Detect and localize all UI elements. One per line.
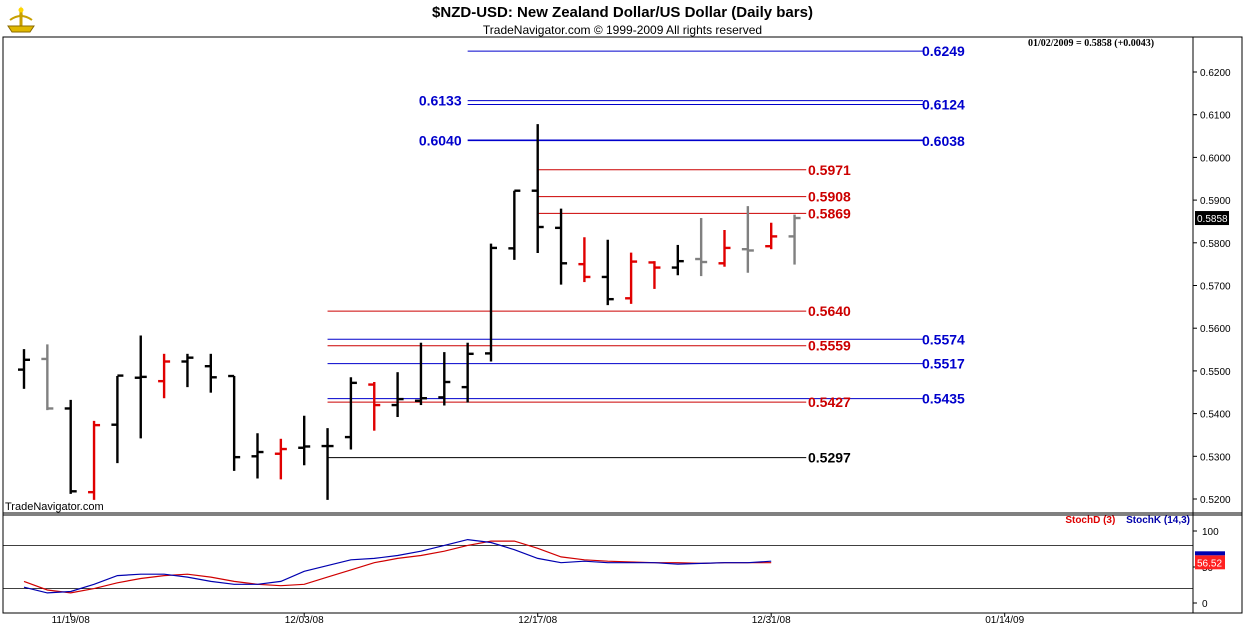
price-axis: 0.5200 0.5300 0.5400 0.5500 0.5600 0.5700 0.58… <box>1193 68 1231 506</box>
y-tick-label: 0.6100 <box>1200 111 1231 122</box>
level-label: 0.5427 <box>808 394 851 410</box>
y-tick-label: 0.5500 <box>1200 367 1231 378</box>
outer-frame <box>2 36 1243 614</box>
x-tick-label: 12/03/08 <box>285 615 324 626</box>
stoch-value-box <box>1195 555 1225 570</box>
stochastic-legend: StochD (3) StochK (14,3) <box>1065 515 1190 526</box>
ohlc-bars <box>18 124 801 500</box>
ohlc-bar <box>648 261 661 289</box>
chart-frame <box>2 36 1243 614</box>
stochk-value-marker <box>1195 551 1225 556</box>
y-tick-label: 0.6200 <box>1200 68 1231 79</box>
price-readout: 01/02/2009 = 0.5858 (+0.0043) <box>1028 38 1155 49</box>
ohlc-bar <box>111 374 124 464</box>
ohlc-bar <box>274 438 287 480</box>
ohlc-bar <box>578 237 591 283</box>
level-lines: 0.6249 0.6133 0.6124 0.6040 0.6038 0.5971 0.59… <box>327 43 965 466</box>
stochastic-panel: 05010056.52 <box>3 527 1225 610</box>
stoch-tick-label: 100 <box>1202 527 1219 538</box>
level-label: 0.6040 <box>419 132 462 148</box>
y-tick-label: 0.5300 <box>1200 452 1231 463</box>
stoch-tick-label: 0 <box>1202 599 1208 610</box>
ohlc-bar <box>158 353 171 399</box>
level-label: 0.6133 <box>419 93 462 109</box>
ohlc-bar <box>391 372 404 418</box>
ohlc-bar <box>414 342 427 406</box>
level-label: 0.5559 <box>808 338 851 354</box>
trade-navigator-logo-icon <box>7 6 35 33</box>
ohlc-bar <box>64 399 77 494</box>
ohlc-bar <box>88 420 101 500</box>
ohlc-bar <box>741 206 754 273</box>
ohlc-bar <box>228 374 241 471</box>
date-axis: 11/19/08 12/03/08 12/17/08 12/31/08 01/14/09 <box>52 613 1025 626</box>
ohlc-bar <box>765 222 778 250</box>
level-label: 0.5517 <box>922 356 965 372</box>
ohlc-bar <box>508 189 521 260</box>
ohlc-bar <box>438 352 451 406</box>
watermark-text: TradeNavigator.com <box>5 501 104 513</box>
x-tick-label: 01/14/09 <box>985 615 1024 626</box>
level-label: 0.5869 <box>808 205 851 221</box>
level-label: 0.6249 <box>922 43 965 59</box>
ohlc-bar <box>788 214 801 265</box>
y-tick-label: 0.5800 <box>1200 239 1231 250</box>
ohlc-bar <box>531 124 544 254</box>
level-label: 0.5435 <box>922 391 965 407</box>
stoch-series-line <box>23 540 772 594</box>
ohlc-bar <box>368 382 381 431</box>
ohlc-bar <box>181 353 194 388</box>
level-label: 0.5297 <box>808 450 851 466</box>
y-tick-label: 0.5700 <box>1200 282 1231 293</box>
ohlc-bar <box>555 208 568 285</box>
stoch-series-line <box>23 538 772 594</box>
level-label: 0.6038 <box>922 133 965 149</box>
y-tick-label: 0.5200 <box>1200 495 1231 506</box>
ohlc-bar <box>251 433 264 479</box>
ohlc-bar <box>695 218 708 277</box>
level-label: 0.6124 <box>922 96 965 112</box>
chart-title: $NZD-USD: New Zealand Dollar/US Dollar (… <box>432 4 813 21</box>
ohlc-bar <box>601 239 614 306</box>
last-price-box <box>1195 211 1229 226</box>
last-price-tag: 0.5858 <box>1195 211 1229 226</box>
ohlc-bar <box>671 244 684 276</box>
stoch-value-label: 56.52 <box>1197 558 1222 569</box>
ohlc-bar <box>344 377 357 450</box>
ohlc-bar <box>298 415 311 466</box>
y-tick-label: 0.5600 <box>1200 324 1231 335</box>
level-label: 0.5574 <box>922 331 965 347</box>
level-label: 0.5640 <box>808 303 851 319</box>
level-label: 0.5908 <box>808 189 851 205</box>
last-price-label: 0.5858 <box>1197 214 1228 225</box>
ohlc-bar <box>718 229 731 267</box>
x-tick-label: 11/19/08 <box>52 615 91 626</box>
stochk-legend: StochK (14,3) <box>1126 515 1190 526</box>
ohlc-bar <box>204 353 217 393</box>
ohlc-bar <box>625 252 638 304</box>
level-label: 0.5971 <box>808 162 851 178</box>
x-tick-label: 12/17/08 <box>518 615 557 626</box>
y-tick-label: 0.5900 <box>1200 196 1231 207</box>
x-tick-label: 12/31/08 <box>752 615 791 626</box>
y-tick-label: 0.5400 <box>1200 410 1231 421</box>
stochd-legend: StochD (3) <box>1065 515 1116 526</box>
ohlc-bar <box>18 349 30 389</box>
ohlc-bar <box>321 428 334 500</box>
ohlc-bar <box>41 344 54 411</box>
ohlc-bar <box>134 335 147 439</box>
y-tick-label: 0.6000 <box>1200 153 1231 164</box>
ohlc-bar <box>461 342 474 403</box>
copyright-text: TradeNavigator.com © 1999-2009 All right… <box>482 23 763 37</box>
ohlc-bar <box>485 243 497 362</box>
